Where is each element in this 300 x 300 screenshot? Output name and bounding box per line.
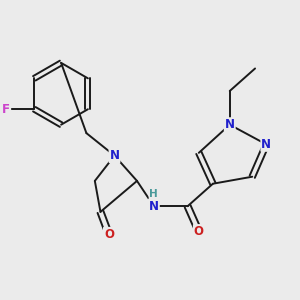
Text: N: N bbox=[110, 149, 119, 162]
Text: N: N bbox=[225, 118, 235, 131]
Text: N: N bbox=[149, 200, 159, 213]
Text: O: O bbox=[104, 228, 114, 241]
Text: F: F bbox=[2, 103, 10, 116]
Text: O: O bbox=[194, 225, 204, 238]
Text: N: N bbox=[261, 138, 271, 151]
Text: H: H bbox=[149, 189, 158, 199]
